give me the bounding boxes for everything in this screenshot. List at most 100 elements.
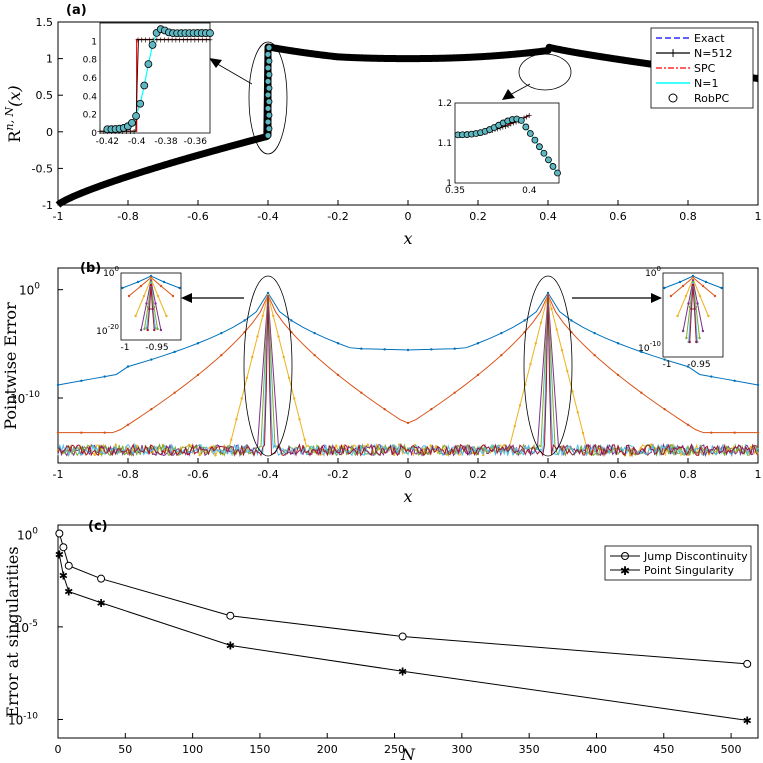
panel-b-series-line (57, 295, 759, 458)
inset-a-right-n512-marker: + (500, 123, 507, 132)
panel-b-inset-marker (681, 329, 685, 333)
inset-a-left-xtick-label: -0.36 (184, 137, 208, 147)
panel-c-axes-box (57, 524, 759, 739)
panel-b-series-marker (103, 431, 106, 434)
inset-a-left-n512-marker: + (142, 36, 149, 45)
panel-c-marker-circle (743, 659, 752, 668)
inset-a-right-n512-marker: + (494, 124, 501, 133)
panel-b-xtick-label: 0 (405, 468, 412, 481)
panel-b-series-marker (640, 391, 643, 394)
panel-a-xtick-label: -0.8 (117, 210, 138, 223)
panel-a-ytick-label: 0.5 (36, 89, 54, 102)
panel-b-series-marker (126, 365, 130, 368)
inset-a-left-robpc-marker (132, 112, 140, 120)
panel-a-xtick-label: -0.4 (257, 210, 278, 223)
panel-b-series-marker (503, 443, 506, 447)
panel-b-ellipse-right (523, 275, 573, 457)
panel-b-series-marker (313, 353, 316, 357)
panel-c-ytick-label: 10-5 (14, 619, 38, 635)
panel-b-xtick-label: 0.2 (469, 468, 487, 481)
inset-a-left-ytick-label: 0.6 (83, 74, 98, 84)
panel-c-marker-star: ✱ (64, 586, 73, 599)
panel-b-inset-marker (159, 328, 163, 332)
panel-a-xtick-label: -0.6 (187, 210, 208, 223)
panel-a-robpc-marker (264, 78, 272, 85)
panel-a-robpc-marker (265, 57, 273, 65)
panel-b-inset-marker (698, 294, 702, 298)
panel-b-inset-marker (690, 307, 693, 311)
panel-c-xtick-label: 400 (586, 743, 607, 756)
panel-b-inset-marker (143, 327, 146, 331)
panel-b-inset-marker (153, 328, 156, 332)
panel-c-xlabel: N (400, 745, 416, 763)
panel-b-series-marker (629, 454, 632, 457)
panel-a-xtick-label: 0 (405, 210, 412, 223)
panel-c-marker-star: ✱ (96, 597, 105, 610)
panel-b-series-marker (98, 452, 102, 456)
panel-label-a: (a) (66, 3, 87, 18)
panel-a-robpc-marker (265, 111, 273, 119)
panel-c-marker-circle (59, 543, 68, 552)
panel-a-arrowhead-left (209, 58, 222, 68)
inset-a-right-n512-marker: + (521, 114, 528, 123)
inset-a-left-xtick-label: -0.4 (128, 137, 146, 147)
panel-b-series-marker (430, 348, 433, 351)
inset-a-left-n512-marker: + (154, 36, 161, 45)
panel-b-series-marker (261, 314, 264, 317)
panel-a-xtick-label: 0.2 (469, 210, 487, 223)
panel-b-series-marker (383, 408, 386, 411)
panel-a-ellipse-right (518, 53, 572, 91)
panel-b-series-marker (282, 355, 285, 359)
panel-a-legend: Exact + N=512 SPC N=1 RobPC (650, 27, 754, 109)
panel-b-xtick-label: 1 (755, 468, 762, 481)
panel-a-robpc-marker (264, 132, 272, 139)
inset-a-left-xtick-label: -0.42 (96, 137, 119, 147)
inset-a-right-robpc-marker (536, 143, 543, 151)
panel-b-inset-marker (701, 329, 705, 333)
panel-b-series-marker (406, 348, 410, 352)
panel-c-marker-star: ✱ (55, 549, 64, 562)
inset-a-left-n512-marker: + (157, 36, 164, 45)
panel-b-series-marker (500, 331, 503, 335)
panel-b-inset-xtick-label: -0.95 (687, 360, 710, 370)
panel-b: -1 -0.8 -0.6 -0.4 -0.2 0 0.2 0.4 0.6 0.8 1 100 10-10… (1, 265, 762, 506)
panel-b-series-marker (80, 431, 83, 434)
legend-jump-marker (621, 552, 629, 560)
inset-a-left-robpc-marker (148, 41, 157, 49)
panel-b-series-marker (336, 373, 340, 377)
panel-b-series-marker (476, 373, 480, 377)
panel-b-series-marker (214, 454, 217, 457)
panel-b-inset-marker (707, 314, 710, 318)
panel-b-series-marker (56, 431, 60, 434)
panel-b-series-marker (639, 446, 642, 450)
panel-b-series-marker (173, 350, 176, 354)
panel-a-xtick-label: 1 (755, 210, 762, 223)
panel-b-inset-marker (146, 305, 150, 309)
panel-b-inset-left: 100 10-20-1 -0.95 (96, 265, 182, 353)
panel-b-series-marker (56, 383, 60, 387)
panel-b-series-marker (749, 445, 753, 449)
panel-b-arrowhead-right (651, 293, 662, 303)
panel-a-robpc-marker (265, 84, 273, 92)
inset-a-left-n512-marker: + (97, 127, 104, 136)
panel-c-ytick-label: 10-10 (8, 711, 38, 727)
panel-b-series-marker (173, 391, 176, 394)
panel-b-inset-marker (694, 305, 698, 309)
inset-a-right-xtick-label: 0.4 (522, 186, 537, 196)
panel-b-inset-xtick-label: -1 (663, 360, 672, 370)
panel-a-ytick-label: 0 (46, 126, 53, 139)
panel-b-inset-marker (136, 280, 140, 284)
panel-b-inset-right: 100 10-10-1 -0.95 (638, 265, 724, 370)
panel-b-inset-marker (145, 326, 148, 330)
panel-b-series-marker (360, 391, 363, 394)
panel-a: -1 -0.8 -0.6 -0.4 -0.2 0 0.2 0.4 0.6 0.8 1 -1 -0.5 0 0… (3, 16, 762, 248)
panel-c-marker-circle (398, 632, 407, 641)
panel-b-series-marker (650, 443, 653, 446)
panel-b-inset-marker (127, 294, 131, 298)
panel-b-series-marker (240, 397, 243, 400)
panel-b-series-marker (196, 373, 200, 377)
inset-a-left-n512-marker: + (207, 36, 214, 45)
inset-a-left-n512-marker: + (191, 36, 198, 45)
panel-b-ylabel: Pointwise Error (1, 302, 20, 430)
inset-a-left-n512-marker: + (165, 36, 172, 45)
